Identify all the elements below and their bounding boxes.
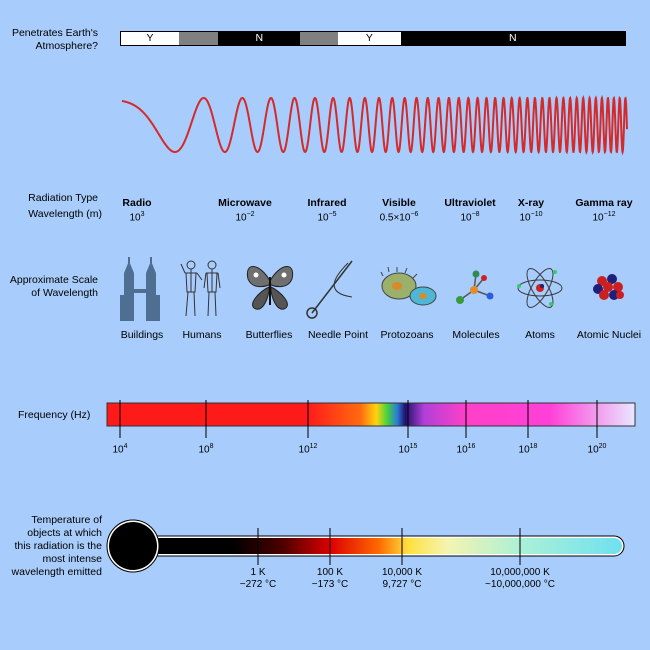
wavelength-value: 10−2 — [235, 211, 255, 224]
humans-icon — [180, 260, 221, 317]
frequency-tick-label: 1016 — [456, 443, 476, 456]
scale-object-label: Atomic Nuclei — [576, 329, 642, 341]
scale-object-label: Molecules — [452, 329, 500, 341]
frequency-label: Frequency (Hz) — [18, 409, 91, 421]
scale-object-label: Atoms — [525, 329, 555, 341]
scale-object-label: Buildings — [120, 329, 164, 341]
frequency-tick-label: 108 — [198, 443, 214, 456]
atom-icon — [517, 268, 563, 308]
temperature-tick-label: 1 K −272 °C — [239, 567, 277, 590]
atmosphere-label: Penetrates Earth's Atmosphere? — [11, 27, 98, 52]
atmosphere-segment: Y — [121, 32, 179, 45]
frequency-tick-label: 104 — [112, 443, 128, 456]
frequency-tick-label: 1015 — [398, 443, 418, 456]
radiation-type-name: Infrared — [307, 197, 347, 209]
buildings-icon — [120, 257, 160, 321]
temperature-label: Temperature of objects at which this rad… — [11, 514, 102, 578]
atmosphere-segment — [178, 32, 219, 45]
atmosphere-segment: N — [400, 32, 625, 45]
molecule-icon — [456, 270, 494, 304]
scale-object-label: Butterflies — [245, 329, 293, 341]
nucleus-icon — [593, 274, 624, 300]
scale-label: Approximate Scale of Wavelength — [9, 274, 98, 299]
protozoan-icon — [380, 266, 437, 306]
scale-object-label: Needle Point — [307, 329, 369, 341]
thermometer — [106, 519, 625, 573]
temperature-tick-label: 10,000 K 9,727 °C — [381, 567, 423, 590]
wavelength-value: 10−5 — [317, 211, 337, 224]
frequency-tick-label: 1012 — [298, 443, 318, 456]
wavelength-value: 10−12 — [592, 211, 616, 224]
wavelength-value: 10−10 — [519, 211, 543, 224]
temperature-tick-label: 100 K −173 °C — [311, 567, 349, 590]
atmosphere-segment — [300, 32, 339, 45]
frequency-tick-label: 1018 — [518, 443, 538, 456]
temperature-tick-label: 10,000,000 K ~10,000,000 °C — [485, 567, 555, 590]
frequency-bar — [106, 400, 636, 438]
wave-graphic — [121, 95, 628, 156]
butterfly-icon — [246, 266, 294, 310]
scale-object-label: Protozoans — [380, 329, 434, 341]
atmosphere-segment: N — [218, 32, 301, 45]
wavelength-value: 10−8 — [460, 211, 480, 224]
wavelength-value: 0.5×10−6 — [379, 211, 419, 224]
atmosphere-segment: Y — [338, 32, 401, 45]
radiation-type-label: Radiation Type — [28, 192, 98, 204]
radiation-type-name: Radio — [122, 197, 152, 209]
wavelength-value: 103 — [129, 211, 145, 224]
wavelength-label: Wavelength (m) — [28, 208, 102, 220]
radiation-type-name: Ultraviolet — [444, 197, 496, 209]
radiation-type-name: Gamma ray — [575, 197, 633, 209]
scale-object-label: Humans — [182, 329, 222, 341]
frequency-tick-label: 1020 — [587, 443, 607, 456]
radiation-type-name: X-ray — [517, 197, 545, 209]
radiation-type-name: Microwave — [218, 197, 272, 209]
radiation-type-name: Visible — [382, 197, 416, 209]
needle-icon — [306, 260, 353, 319]
wave-line — [121, 95, 628, 156]
